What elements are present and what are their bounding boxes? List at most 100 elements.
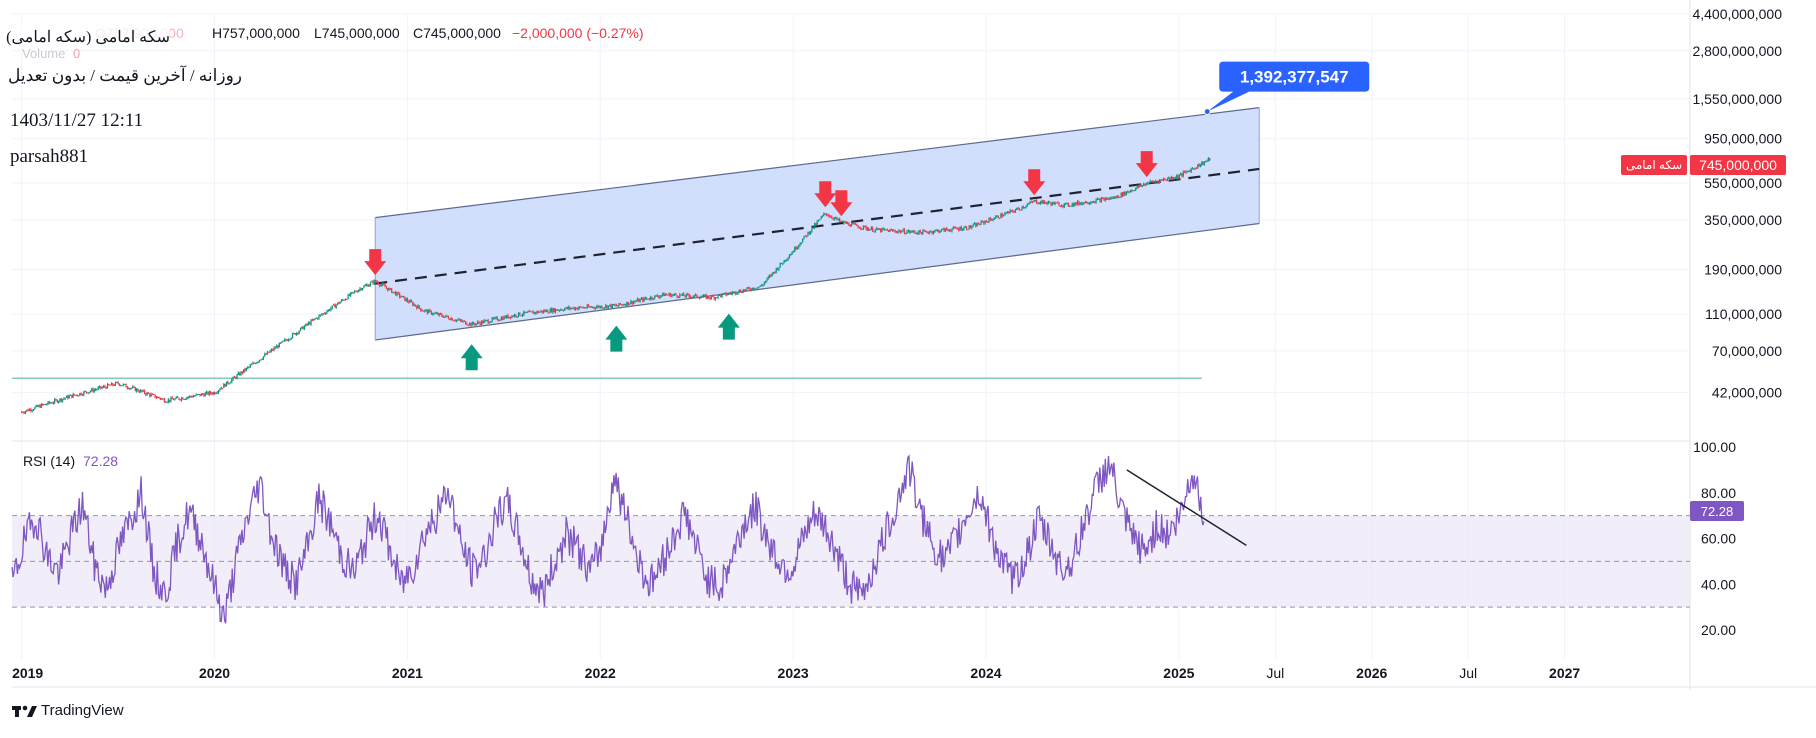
price-candle — [43, 404, 45, 406]
price-candle — [771, 272, 773, 276]
price-candle — [987, 221, 989, 223]
price-candle — [1096, 198, 1098, 200]
ohlc-close: C745,000,000 — [413, 25, 501, 41]
price-candle — [647, 298, 649, 300]
price-candle — [523, 311, 525, 315]
channel-lower-line[interactable] — [375, 222, 1260, 341]
price-candle — [1178, 175, 1180, 179]
price-candle — [773, 272, 775, 274]
main-price-pane[interactable]: 1,392,377,547 — [12, 61, 1370, 415]
price-candle — [921, 232, 923, 235]
price-candle — [1161, 179, 1163, 181]
price-candle — [1123, 191, 1125, 196]
price-candle — [368, 284, 370, 287]
price-candle — [495, 317, 497, 319]
price-candle — [120, 385, 122, 387]
price-candle — [601, 306, 603, 309]
price-candle — [372, 281, 374, 284]
price-candle — [992, 219, 994, 221]
price-candle — [180, 397, 183, 400]
price-candle — [375, 280, 377, 282]
price-candle — [169, 399, 171, 402]
price-candle — [700, 297, 702, 299]
price-candle — [125, 384, 127, 388]
price-candle — [1164, 179, 1166, 181]
price-candle — [1088, 203, 1091, 205]
channel-middle-dashed-line[interactable] — [375, 167, 1260, 285]
price-candle — [159, 398, 162, 400]
price-candle — [635, 301, 637, 303]
price-candle — [204, 393, 206, 397]
price-candle — [529, 311, 532, 313]
price-candle — [302, 326, 304, 330]
price-candle — [510, 316, 512, 318]
price-candle — [527, 312, 529, 314]
time-tick-label: Jul — [1459, 665, 1477, 681]
price-candle — [852, 223, 854, 225]
price-candle — [676, 295, 678, 297]
price-candle — [146, 392, 148, 395]
price-candle — [947, 229, 949, 231]
price-candle — [869, 229, 871, 231]
price-candle — [264, 353, 266, 357]
time-tick-label: 2026 — [1356, 665, 1387, 681]
tradingview-branding[interactable]: TradingView — [12, 702, 124, 719]
price-candle — [122, 384, 125, 386]
price-candle — [1071, 203, 1073, 206]
price-candle — [216, 392, 218, 394]
rsi-axis[interactable]: 100.00 80.00 60.00 40.00 20.00 — [1693, 439, 1736, 638]
price-candle — [850, 223, 853, 227]
price-candle — [572, 307, 574, 309]
price-candle — [32, 409, 35, 411]
price-candle — [327, 309, 329, 312]
price-candle — [369, 282, 372, 285]
price-candle — [430, 310, 432, 315]
price-candle — [841, 221, 843, 223]
price-candle — [186, 397, 188, 399]
arrow-down-marker — [364, 249, 387, 276]
rsi-trend-line[interactable] — [1126, 469, 1247, 546]
price-candle — [1160, 179, 1162, 181]
arrow-up-marker — [605, 325, 628, 352]
price-candle — [55, 399, 57, 401]
price-axis[interactable]: 4,400,000,000 2,800,000,000 1,550,000,000 9… — [1692, 6, 1782, 400]
price-candle — [1141, 185, 1143, 187]
price-candle — [364, 285, 366, 287]
price-candle — [385, 287, 387, 289]
channel-upper-line[interactable] — [375, 106, 1260, 219]
price-candle — [223, 384, 225, 388]
price-candle — [383, 283, 385, 286]
price-candle — [926, 231, 928, 233]
rsi-line[interactable] — [11, 454, 1205, 624]
rsi-pane[interactable] — [11, 454, 1690, 624]
price-candle — [741, 292, 743, 294]
price-candle — [661, 293, 664, 296]
price-candle — [610, 304, 612, 308]
price-candle — [864, 225, 866, 227]
price-candle — [1049, 201, 1051, 204]
price-candle — [500, 317, 502, 320]
price-candle — [1029, 201, 1031, 204]
price-candle — [639, 299, 641, 302]
time-axis[interactable]: 2019 2020 2021 2022 2023 2024 2025 Jul 2026 Jul 20… — [12, 665, 1580, 681]
price-candle — [335, 304, 337, 308]
projection-callout[interactable]: 1,392,377,547 — [1203, 61, 1370, 116]
price-candle — [813, 223, 816, 229]
price-candle — [1086, 201, 1088, 204]
price-candle — [721, 294, 723, 297]
price-candle — [295, 332, 298, 335]
price-candle — [603, 307, 606, 309]
price-candle — [1198, 164, 1200, 167]
price-candle — [1104, 198, 1106, 201]
price-candle — [654, 295, 656, 299]
price-candle — [885, 229, 887, 231]
price-candle — [832, 218, 834, 220]
price-candle — [535, 312, 537, 314]
price-candle — [561, 309, 563, 311]
price-candle — [93, 389, 95, 392]
price-candle — [265, 353, 267, 355]
price-tick-label: 110,000,000 — [1705, 306, 1782, 322]
price-candle — [198, 394, 200, 396]
price-candle — [363, 285, 365, 289]
